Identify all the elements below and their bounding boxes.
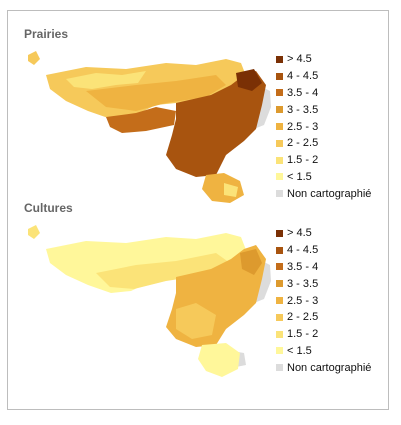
legend-label: 4 - 4.5: [287, 244, 319, 257]
legend-swatch: [276, 263, 283, 271]
legend-label: 3.5 - 4: [287, 260, 319, 273]
legend-swatch: [276, 173, 283, 181]
prairies-region-south-west: [106, 107, 176, 133]
legend-label: > 4.5: [287, 53, 312, 66]
legend-swatch: [276, 297, 283, 305]
legend-swatch: [276, 330, 283, 338]
legend-label: 3 - 3.5: [287, 103, 319, 116]
legend-item: Non cartographié: [276, 185, 371, 202]
legend-swatch: [276, 106, 283, 114]
legend-item: < 1.5: [276, 343, 371, 360]
legend-swatch: [276, 55, 283, 63]
legend-swatch: [276, 246, 283, 254]
prairies-region-islet: [28, 51, 40, 65]
cultures-panel: Cultures > 4.5 4 - 4.5: [8, 193, 388, 383]
legend-label: 2.5 - 3: [287, 294, 319, 307]
prairies-region-east-darkest: [236, 69, 262, 91]
cultures-map: [28, 225, 271, 377]
legend-label: 4 - 4.5: [287, 70, 319, 83]
figure-frame: Prairies > 4.5 4 - 4.5: [7, 10, 389, 410]
legend-item: 4 - 4.5: [276, 68, 371, 85]
prairies-region-south-light: [224, 183, 238, 197]
legend-label: 1.5 - 2: [287, 154, 319, 167]
legend-label: < 1.5: [287, 344, 312, 357]
legend-item: 1.5 - 2: [276, 326, 371, 343]
legend-label: 1.5 - 2: [287, 328, 319, 341]
cultures-region-west: [46, 233, 248, 293]
legend-item: > 4.5: [276, 51, 371, 68]
legend-swatch: [276, 190, 283, 198]
legend-item: > 4.5: [276, 225, 371, 242]
legend-label: Non cartographié: [287, 187, 372, 200]
legend-item: 2 - 2.5: [276, 309, 371, 326]
legend-swatch: [276, 364, 283, 372]
legend-swatch: [276, 72, 283, 80]
prairies-region-center: [86, 75, 226, 111]
legend-item: 3.5 - 4: [276, 259, 371, 276]
legend-swatch: [276, 229, 283, 237]
legend-label: 3 - 3.5: [287, 277, 319, 290]
legend-label: 3.5 - 4: [287, 86, 319, 99]
map-title-prairies: Prairies: [24, 27, 69, 41]
cultures-region-east-darker: [240, 249, 262, 275]
legend-item: 3.5 - 4: [276, 85, 371, 102]
legend-label: 2 - 2.5: [287, 311, 319, 324]
legend-swatch: [276, 89, 283, 97]
legend-swatch: [276, 156, 283, 164]
cultures-region-center: [96, 253, 230, 289]
prairies-panel: Prairies > 4.5 4 - 4.5: [8, 19, 388, 209]
cultures-region-south: [198, 343, 240, 377]
legend-item: 3 - 3.5: [276, 275, 371, 292]
legend-prairies: > 4.5 4 - 4.5 3.5 - 4 3 - 3.5 2.5 - 3 2 …: [276, 51, 371, 202]
prairies-map: [28, 51, 271, 203]
legend-swatch: [276, 123, 283, 131]
prairies-region-west-light: [66, 71, 146, 89]
legend-swatch: [276, 347, 283, 355]
cultures-region-islet: [28, 225, 40, 239]
legend-item: 3 - 3.5: [276, 101, 371, 118]
legend-label: Non cartographié: [287, 361, 372, 374]
cultures-region-east-mid: [176, 303, 216, 339]
legend-swatch: [276, 280, 283, 288]
legend-item: 2 - 2.5: [276, 135, 371, 152]
legend-label: 2.5 - 3: [287, 120, 319, 133]
legend-label: > 4.5: [287, 227, 312, 240]
legend-item: 2.5 - 3: [276, 118, 371, 135]
legend-label: 2 - 2.5: [287, 137, 319, 150]
legend-item: 4 - 4.5: [276, 242, 371, 259]
legend-label: < 1.5: [287, 170, 312, 183]
map-title-cultures: Cultures: [24, 201, 73, 215]
legend-item: Non cartographié: [276, 359, 371, 376]
legend-swatch: [276, 139, 283, 147]
legend-item: 2.5 - 3: [276, 292, 371, 309]
prairies-region-east: [166, 71, 266, 177]
legend-swatch: [276, 313, 283, 321]
legend-item: 1.5 - 2: [276, 152, 371, 169]
legend-cultures: > 4.5 4 - 4.5 3.5 - 4 3 - 3.5 2.5 - 3 2 …: [276, 225, 371, 376]
legend-item: < 1.5: [276, 169, 371, 186]
